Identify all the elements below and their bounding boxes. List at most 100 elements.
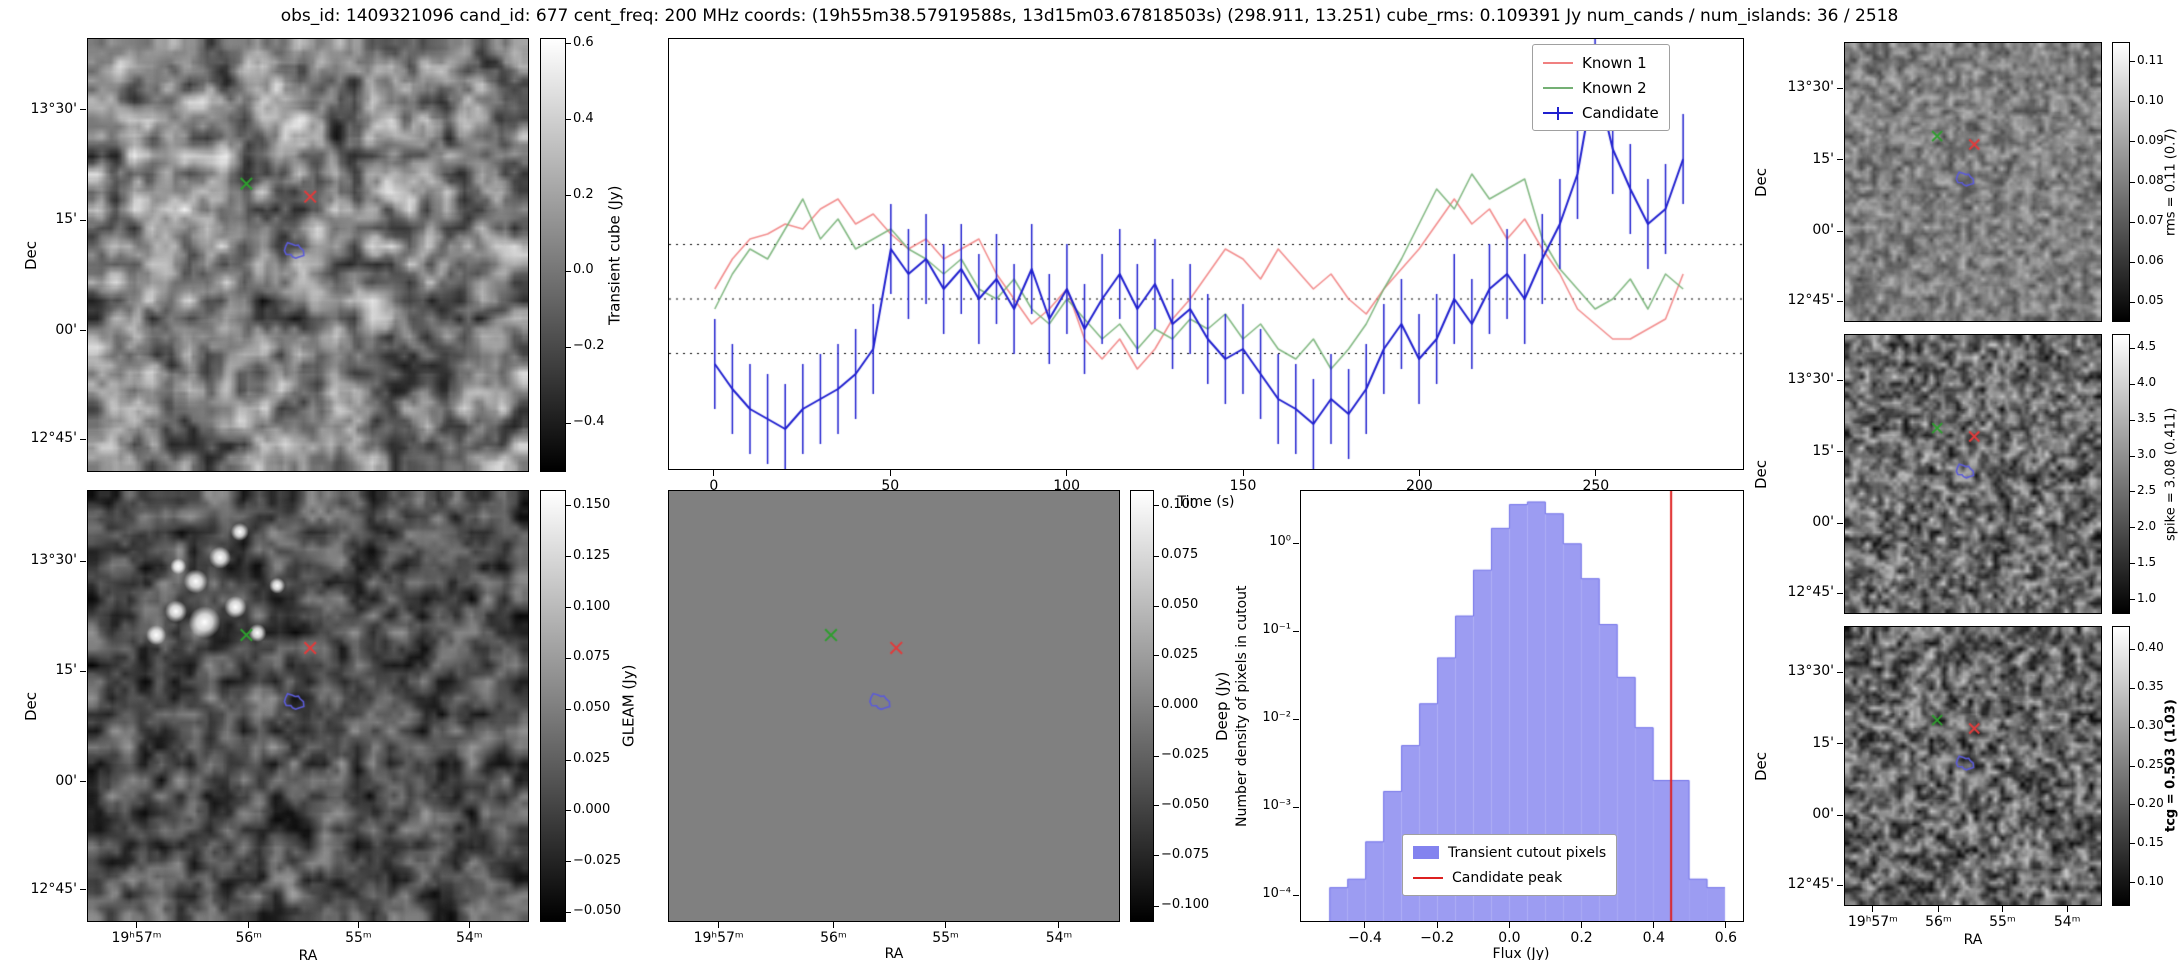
colorbar-tick-label: 0.025 (1161, 646, 1199, 662)
transient-colorbar (540, 38, 566, 472)
colorbar-tick-label: 0.000 (573, 801, 611, 817)
ra-tick-label: 19ʰ57ᵐ (111, 930, 162, 946)
colorbar-tick-label: 0.075 (1161, 547, 1199, 563)
x-tick-label: 0 (709, 478, 719, 494)
colorbar-tick (566, 422, 571, 424)
colorbar-tick (1154, 855, 1159, 857)
known2-line-swatch (1543, 86, 1573, 89)
spike-map-canvas (1845, 335, 2101, 613)
colorbar-tick (2130, 648, 2135, 650)
dec-tick (1837, 159, 1843, 161)
x-tick-label: 200 (1406, 478, 1433, 494)
colorbar-tick (1154, 705, 1159, 707)
colorbar-tick-label: 0.35 (2137, 679, 2164, 694)
colorbar-tick-label: −0.100 (1161, 897, 1210, 913)
histogram-y-axis-label: Number density of pixels in cutout (1234, 585, 1250, 827)
colorbar-tick-label: 0.15 (2137, 834, 2164, 849)
colorbar-tick-label: 0.05 (2137, 293, 2164, 308)
y-tick-label: 10⁻⁴ (1262, 886, 1291, 902)
dec-tick (80, 109, 86, 111)
legend-item-candidate-peak: Candidate peak (1413, 865, 1606, 890)
y-tick-label: 10⁰ (1269, 534, 1291, 550)
x-tick (1595, 470, 1597, 476)
colorbar-tick (1154, 605, 1159, 607)
colorbar-tick (566, 861, 571, 863)
colorbar-tick-label: −0.075 (1161, 846, 1210, 862)
dec-tick (1837, 743, 1843, 745)
known1-line-swatch (1543, 61, 1573, 64)
colorbar-tick (2130, 141, 2135, 143)
cutout-pixels-swatch (1413, 846, 1439, 859)
dec-tick-label: 00' (1812, 514, 1834, 530)
dec-tick-label: 00' (55, 772, 77, 789)
legend-label-cutout-pixels: Transient cutout pixels (1448, 844, 1607, 861)
colorbar-tick-label: 0.025 (573, 751, 611, 766)
dec-tick (1837, 451, 1843, 453)
colorbar-tick (2130, 61, 2135, 63)
x-tick (1725, 922, 1727, 928)
colorbar-tick (2130, 843, 2135, 845)
colorbar-tick (566, 911, 571, 913)
spike-colorbar (2112, 334, 2130, 614)
colorbar-tick-label: 0.07 (2137, 213, 2164, 228)
rms-map-canvas (1845, 43, 2101, 321)
colorbar-tick (2130, 419, 2135, 421)
legend-label-known1: Known 1 (1582, 53, 1647, 72)
ra-tick (357, 922, 359, 928)
colorbar-tick (566, 657, 571, 659)
colorbar-tick-label: −0.4 (573, 414, 605, 430)
ra-tick-label: 55ᵐ (1989, 914, 2016, 930)
colorbar-tick (566, 708, 571, 710)
y-tick-label: 10⁻² (1262, 710, 1291, 726)
dec-tick (80, 438, 86, 440)
colorbar-tick (2130, 491, 2135, 493)
colorbar-tick-label: 2.5 (2137, 482, 2157, 497)
dec-tick-label: 15' (1812, 442, 1834, 459)
colorbar-tick (2130, 599, 2135, 601)
colorbar-tick (566, 810, 571, 812)
ra-tick (1872, 906, 1874, 912)
x-tick (713, 470, 715, 476)
colorbar-tick (566, 556, 571, 558)
colorbar-tick (1154, 655, 1159, 657)
colorbar-tick-label: 0.2 (573, 186, 594, 202)
x-tick-label: 150 (1229, 478, 1257, 494)
x-tick-label: −0.2 (1420, 930, 1455, 946)
time-axis-label: Time (s) (1177, 494, 1235, 510)
ra-tick-label: 55ᵐ (345, 930, 372, 946)
dec-tick (1837, 814, 1843, 816)
ra-tick-label: 54ᵐ (2053, 914, 2081, 930)
dec-tick-label: 12°45' (30, 430, 77, 447)
colorbar-tick-label: 0.09 (2137, 132, 2164, 147)
dec-tick-label: 12°45' (1787, 292, 1834, 308)
ra-tick-label: 56ᵐ (820, 930, 847, 946)
dec-axis-label: Dec (1752, 459, 1770, 489)
x-tick-label: 0.6 (1714, 930, 1738, 946)
colorbar-tick (2130, 221, 2135, 223)
y-tick (1293, 542, 1299, 544)
colorbar-tick (2130, 563, 2135, 565)
colorbar-tick (1154, 555, 1159, 557)
dec-tick (80, 560, 86, 562)
dec-tick (1837, 300, 1843, 302)
ra-tick (1937, 906, 1939, 912)
dec-tick-label: 12°45' (1787, 584, 1834, 600)
ra-tick (2001, 906, 2003, 912)
colorbar-tick-label: 0.075 (573, 649, 611, 665)
colorbar-tick (2130, 101, 2135, 103)
dec-tick-label: 00' (1812, 806, 1834, 822)
colorbar-tick (566, 346, 571, 348)
colorbar-tick-label: 0.25 (2137, 757, 2164, 771)
deep-map-panel (668, 490, 1120, 922)
ra-tick-label: 19ʰ57ᵐ (693, 930, 744, 946)
colorbar-tick-label: 0.08 (2137, 173, 2164, 187)
ra-tick (136, 922, 137, 928)
colorbar-tick-label: 0.30 (2137, 718, 2164, 733)
colorbar-tick-label: 1.5 (2137, 554, 2157, 569)
colorbar-tick (566, 119, 571, 121)
dec-tick (80, 219, 86, 221)
ra-tick (248, 922, 250, 928)
legend-item-known1: Known 1 (1543, 50, 1659, 75)
gleam-map-panel (87, 490, 529, 922)
colorbar-tick-label: 0.4 (573, 110, 594, 126)
